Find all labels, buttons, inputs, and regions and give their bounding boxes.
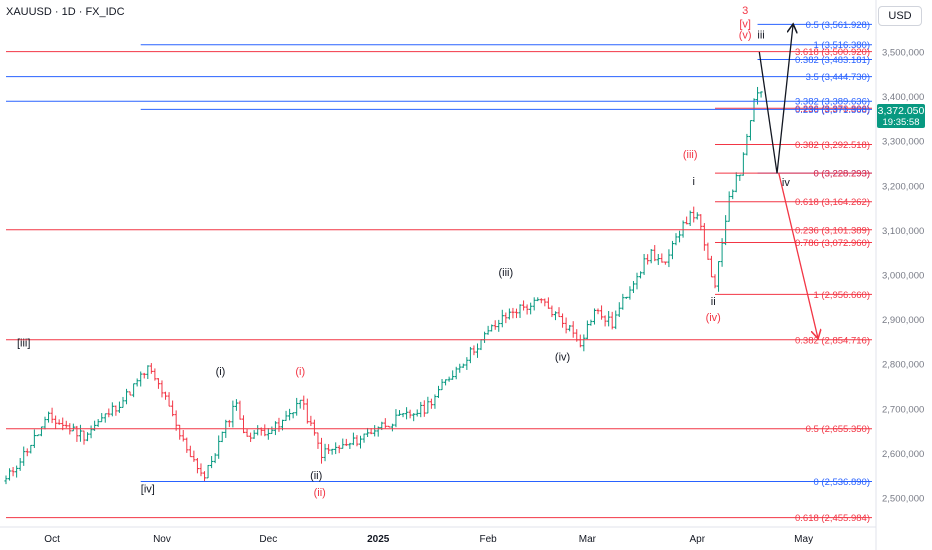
fib-level-label: 0.786 (3,072.960) [795, 238, 870, 249]
fib-level-label: 0.5 (2,655.350) [806, 424, 870, 435]
wave-label: 3 [742, 5, 748, 17]
fib-level-label: 0 (3,228.293) [813, 169, 870, 180]
fib-level-label: 3.5 (3,444.730) [806, 72, 870, 83]
fib-level-label: 1 (2,956.660) [813, 290, 870, 301]
projection-arrow [758, 25, 793, 174]
fib-level-label: 0.5 (3,561.928) [806, 20, 870, 31]
price-tick-label: 3,300,000 [882, 137, 924, 148]
time-axis-label: Dec [259, 534, 277, 545]
time-axis-label: Oct [44, 534, 60, 545]
time-axis-label: Apr [689, 534, 705, 545]
wave-label: [iv] [141, 484, 155, 496]
wave-label: [v] [739, 18, 751, 30]
fib-level-label: 0.382 (2,854.716) [795, 335, 870, 346]
price-tick-label: 2,800,000 [882, 360, 924, 371]
time-axis-label: Mar [579, 534, 597, 545]
price-tick-label: 3,100,000 [882, 226, 924, 237]
wave-label: iii [757, 30, 764, 42]
countdown-timer: 19:35:58 [882, 117, 920, 128]
wave-label: (iv) [706, 312, 721, 324]
time-axis-label: Nov [153, 534, 171, 545]
price-tick-label: 2,700,000 [882, 404, 924, 415]
wave-label: ii [711, 296, 716, 308]
wave-label: (iii) [683, 149, 698, 161]
fib-level-label: 0.618 (2,455.984) [795, 513, 870, 524]
last-price-value: 3,372.050 [877, 105, 925, 117]
price-tick-label: 3,000,000 [882, 271, 924, 282]
wave-label: [iii] [17, 337, 30, 349]
last-price-badge: 3,372.050 19:35:58 [877, 104, 925, 128]
fib-level-label: 0.382 (3,292.518) [795, 140, 870, 151]
time-axis-label: Feb [480, 534, 498, 545]
wave-label: (iii) [499, 267, 514, 279]
fib-level-label: 3.382 (3,389.636) [795, 97, 870, 108]
time-axis-label: May [794, 534, 813, 545]
wave-label: iv [782, 177, 790, 189]
currency-button[interactable]: USD [878, 6, 922, 26]
price-tick-label: 3,200,000 [882, 181, 924, 192]
wave-label: i [693, 176, 695, 188]
wave-label: (iv) [555, 352, 570, 364]
wave-label: (ii) [310, 470, 322, 482]
wave-label: (i) [216, 366, 226, 378]
fib-level-label: 0.236 (3,371.368) [795, 105, 870, 116]
fib-level-label: 0 (3,228.293) [813, 169, 870, 180]
price-tick-label: 2,900,000 [882, 315, 924, 326]
fib-level-label: 1 (3,516.380) [813, 40, 870, 51]
wave-label: (v) [739, 30, 752, 42]
fib-level-label: 0 (2,536.890) [813, 477, 870, 488]
wave-label: (ii) [314, 487, 326, 499]
time-axis-label: 2025 [367, 534, 390, 545]
candles [4, 86, 763, 485]
fib-level-label: 3.618 (3,500.920) [795, 47, 870, 58]
fib-level-label: 0.236 (3,101.389) [795, 225, 870, 236]
symbol-title: XAUUSD · 1D · FX_IDC [6, 6, 125, 18]
fib-level-label: 0.618 (3,164.262) [795, 197, 870, 208]
price-tick-label: 3,400,000 [882, 92, 924, 103]
price-tick-label: 2,600,000 [882, 449, 924, 460]
fib-level-label: 0.382 (3,483.181) [795, 55, 870, 66]
projection-arrow [778, 173, 818, 337]
price-tick-label: 3,500,000 [882, 48, 924, 59]
price-tick-label: 2,500,000 [882, 494, 924, 505]
wave-label: (i) [295, 366, 305, 378]
